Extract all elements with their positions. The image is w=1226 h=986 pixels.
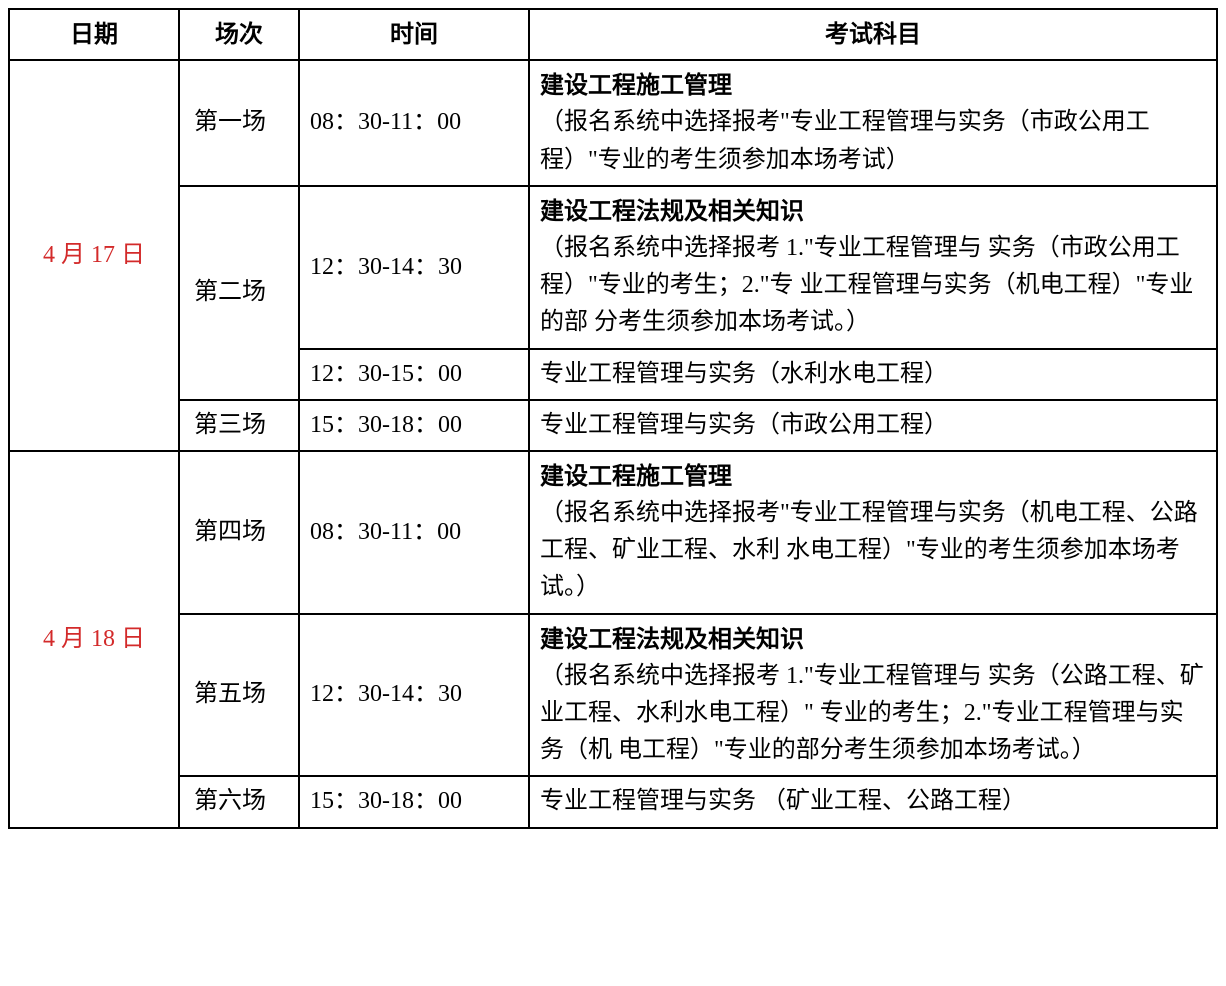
- table-header-row: 日期 场次 时间 考试科目: [9, 9, 1217, 60]
- table-row: 4 月 17 日 第一场 08：30-11：00 建设工程施工管理 （报名系统中…: [9, 60, 1217, 186]
- time-cell: 08：30-11：00: [299, 60, 529, 186]
- table-row: 第六场 15：30-18：00 专业工程管理与实务 （矿业工程、公路工程）: [9, 776, 1217, 827]
- subject-title: 建设工程法规及相关知识: [540, 193, 1206, 230]
- time-cell: 15：30-18：00: [299, 776, 529, 827]
- subject-cell: 专业工程管理与实务 （矿业工程、公路工程）: [529, 776, 1217, 827]
- subject-desc: （报名系统中选择报考"专业工程管理与实务（机电工程、公路工程、矿业工程、水利 水…: [540, 495, 1206, 607]
- session-cell: 第二场: [179, 186, 299, 400]
- table-row: 4 月 18 日 第四场 08：30-11：00 建设工程施工管理 （报名系统中…: [9, 451, 1217, 614]
- time-cell: 08：30-11：00: [299, 451, 529, 614]
- subject-desc: 专业工程管理与实务 （矿业工程、公路工程）: [540, 783, 1206, 820]
- table-row: 第三场 15：30-18：00 专业工程管理与实务（市政公用工程）: [9, 400, 1217, 451]
- header-session: 场次: [179, 9, 299, 60]
- table-row: 第五场 12：30-14：30 建设工程法规及相关知识 （报名系统中选择报考 1…: [9, 614, 1217, 777]
- subject-desc: 专业工程管理与实务（市政公用工程）: [540, 407, 1206, 444]
- time-cell: 15：30-18：00: [299, 400, 529, 451]
- exam-schedule-table: 日期 场次 时间 考试科目 4 月 17 日 第一场 08：30-11：00 建…: [8, 8, 1218, 829]
- subject-cell: 建设工程法规及相关知识 （报名系统中选择报考 1."专业工程管理与 实务（公路工…: [529, 614, 1217, 777]
- date-cell: 4 月 18 日: [9, 451, 179, 828]
- time-cell: 12：30-14：30: [299, 614, 529, 777]
- header-time: 时间: [299, 9, 529, 60]
- subject-cell: 建设工程法规及相关知识 （报名系统中选择报考 1."专业工程管理与 实务（市政公…: [529, 186, 1217, 349]
- time-cell: 12：30-15：00: [299, 349, 529, 400]
- subject-title: 建设工程施工管理: [540, 458, 1206, 495]
- subject-desc: （报名系统中选择报考 1."专业工程管理与 实务（公路工程、矿业工程、水利水电工…: [540, 658, 1206, 770]
- subject-desc: （报名系统中选择报考 1."专业工程管理与 实务（市政公用工程）"专业的考生；2…: [540, 230, 1206, 342]
- subject-cell: 专业工程管理与实务（市政公用工程）: [529, 400, 1217, 451]
- session-cell: 第四场: [179, 451, 299, 614]
- subject-desc: 专业工程管理与实务（水利水电工程）: [540, 356, 1206, 393]
- session-cell: 第六场: [179, 776, 299, 827]
- subject-desc: （报名系统中选择报考"专业工程管理与实务（市政公用工程）"专业的考生须参加本场考…: [540, 104, 1206, 178]
- subject-cell: 建设工程施工管理 （报名系统中选择报考"专业工程管理与实务（市政公用工程）"专业…: [529, 60, 1217, 186]
- subject-title: 建设工程法规及相关知识: [540, 621, 1206, 658]
- subject-cell: 建设工程施工管理 （报名系统中选择报考"专业工程管理与实务（机电工程、公路工程、…: [529, 451, 1217, 614]
- subject-cell: 专业工程管理与实务（水利水电工程）: [529, 349, 1217, 400]
- session-cell: 第一场: [179, 60, 299, 186]
- session-cell: 第三场: [179, 400, 299, 451]
- subject-title: 建设工程施工管理: [540, 67, 1206, 104]
- header-date: 日期: [9, 9, 179, 60]
- time-cell: 12：30-14：30: [299, 186, 529, 349]
- table-row: 第二场 12：30-14：30 建设工程法规及相关知识 （报名系统中选择报考 1…: [9, 186, 1217, 349]
- date-cell: 4 月 17 日: [9, 60, 179, 451]
- header-subject: 考试科目: [529, 9, 1217, 60]
- session-cell: 第五场: [179, 614, 299, 777]
